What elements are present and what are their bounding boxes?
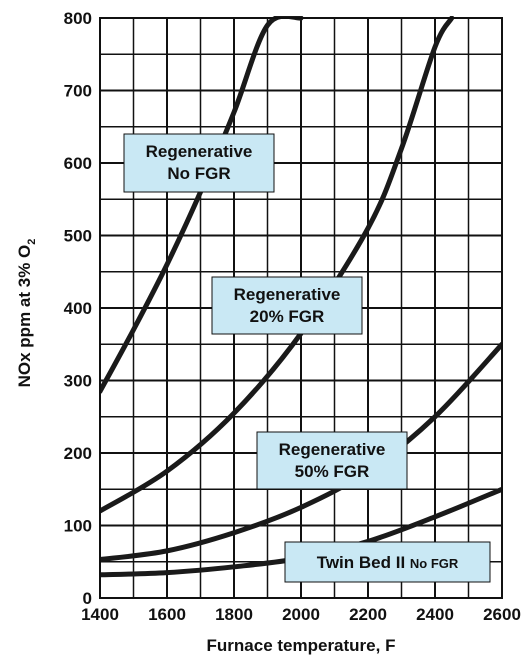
x-tick-label-1: 1600 <box>148 605 186 624</box>
callout-3: Twin Bed II No FGR <box>284 541 491 583</box>
callout-1: Regenerative 20% FGR <box>211 276 363 335</box>
y-axis-label: NOx ppm at 3% O2 <box>15 239 38 388</box>
y-tick-label-0: 0 <box>83 589 92 608</box>
callout-text-2-1: 50% FGR <box>295 462 370 481</box>
x-tick-label-2: 1800 <box>215 605 253 624</box>
callout-0: Regenerative No FGR <box>123 133 275 193</box>
callout-text-3: Twin Bed II No FGR <box>317 553 459 572</box>
y-tick-label-3: 300 <box>64 372 92 391</box>
y-tick-label-1: 100 <box>64 517 92 536</box>
x-tick-label-0: 1400 <box>81 605 119 624</box>
x-tick-label-3: 2000 <box>282 605 320 624</box>
y-tick-label-6: 600 <box>64 154 92 173</box>
y-tick-label-7: 700 <box>64 82 92 101</box>
y-tick-label-5: 500 <box>64 227 92 246</box>
callout-text-0-1: No FGR <box>167 164 230 183</box>
x-tick-label-4: 2200 <box>349 605 387 624</box>
x-axis-label: Furnace temperature, F <box>207 636 396 655</box>
x-tick-label-6: 2600 <box>483 605 521 624</box>
callout-2: Regenerative 50% FGR <box>256 431 408 490</box>
series-line-2 <box>100 341 502 563</box>
y-tick-label-8: 800 <box>64 9 92 28</box>
y-axis-label-main: NOx ppm at 3% O <box>15 245 34 388</box>
callout-box-2 <box>256 431 408 490</box>
x-tick-label-5: 2400 <box>416 605 454 624</box>
callout-box-1 <box>211 276 363 335</box>
callout-text-1-1: 20% FGR <box>250 307 325 326</box>
callout-text-1-0: Regenerative <box>234 285 341 304</box>
callout-box-3 <box>284 541 491 583</box>
plot-frame <box>99 17 503 599</box>
y-tick-label-4: 400 <box>64 299 92 318</box>
callout-box-0 <box>123 133 275 193</box>
tick-labels: 1400 1600 1800 2000 2200 2400 2600 0 100 200 300 40… <box>64 9 521 624</box>
callout-text-2-0: Regenerative <box>279 440 386 459</box>
callout-text-0-0: Regenerative <box>146 142 253 161</box>
y-axis-label-group: NOx ppm at 3% O2 <box>15 239 38 388</box>
y-tick-label-2: 200 <box>64 444 92 463</box>
y-axis-label-subscript: 2 <box>26 239 38 245</box>
